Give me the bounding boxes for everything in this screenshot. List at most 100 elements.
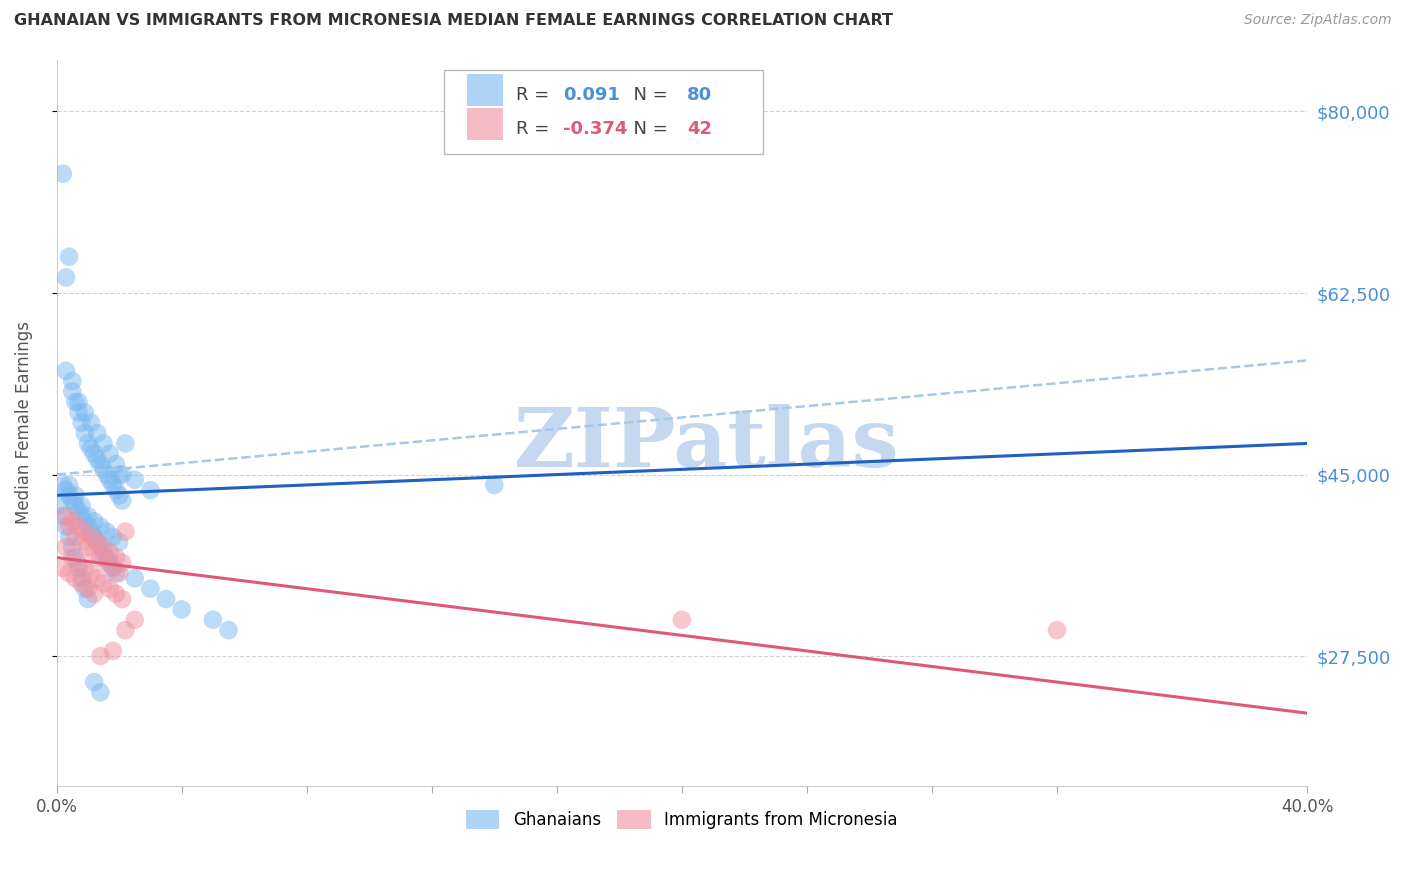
Point <box>80 530 103 544</box>
Point <box>101 530 124 544</box>
Point <box>83 545 105 559</box>
Point <box>114 623 136 637</box>
Point <box>48 499 70 513</box>
Point <box>55 364 77 378</box>
Point <box>65 488 87 502</box>
Point <box>83 675 105 690</box>
Point <box>139 582 162 596</box>
Point <box>60 374 83 388</box>
Point <box>67 519 90 533</box>
Point <box>76 519 98 533</box>
Point <box>105 587 128 601</box>
Point <box>170 602 193 616</box>
Point <box>52 509 75 524</box>
Point <box>55 483 77 497</box>
Point <box>108 566 131 581</box>
Point <box>80 566 103 581</box>
Point <box>86 426 108 441</box>
Point <box>67 556 90 570</box>
Point <box>105 457 128 471</box>
Point <box>114 436 136 450</box>
Point <box>80 442 103 456</box>
Point <box>76 540 98 554</box>
Point <box>93 540 115 554</box>
Point <box>83 514 105 528</box>
Point <box>111 493 134 508</box>
Point <box>76 436 98 450</box>
Point <box>60 493 83 508</box>
Text: 80: 80 <box>686 87 711 104</box>
Point <box>58 478 80 492</box>
Point <box>111 592 134 607</box>
Point <box>58 488 80 502</box>
Point <box>89 550 111 565</box>
Point <box>58 519 80 533</box>
Point <box>124 613 146 627</box>
Text: 42: 42 <box>686 120 711 138</box>
Point <box>89 649 111 664</box>
Text: R =: R = <box>516 87 554 104</box>
Point <box>80 524 103 539</box>
Point <box>93 436 115 450</box>
Point <box>114 524 136 539</box>
Point <box>86 535 108 549</box>
Point <box>65 530 87 544</box>
Point <box>55 519 77 533</box>
Y-axis label: Median Female Earnings: Median Female Earnings <box>15 321 32 524</box>
Point <box>73 514 96 528</box>
Point <box>111 556 134 570</box>
Point <box>98 545 121 559</box>
Point <box>93 462 115 476</box>
Point <box>155 592 177 607</box>
Point <box>101 561 124 575</box>
Point <box>73 524 96 539</box>
Point <box>73 582 96 596</box>
Point <box>60 384 83 399</box>
Point <box>70 499 93 513</box>
Text: GHANAIAN VS IMMIGRANTS FROM MICRONESIA MEDIAN FEMALE EARNINGS CORRELATION CHART: GHANAIAN VS IMMIGRANTS FROM MICRONESIA M… <box>14 13 893 29</box>
Point <box>98 447 121 461</box>
Text: N =: N = <box>621 120 673 138</box>
Point <box>65 499 87 513</box>
Point <box>105 566 128 581</box>
Point <box>76 592 98 607</box>
Point <box>52 478 75 492</box>
Point <box>73 405 96 419</box>
Text: -0.374: -0.374 <box>562 120 627 138</box>
Point <box>55 540 77 554</box>
Point <box>83 587 105 601</box>
Point <box>201 613 224 627</box>
Point <box>65 571 87 585</box>
Point <box>93 576 115 591</box>
Point <box>96 467 118 482</box>
Point <box>108 488 131 502</box>
Point <box>70 571 93 585</box>
Point <box>60 540 83 554</box>
Point <box>89 519 111 533</box>
Point <box>73 561 96 575</box>
Point <box>73 426 96 441</box>
Point <box>139 483 162 497</box>
Point <box>67 561 90 575</box>
Point <box>101 644 124 658</box>
Point <box>76 509 98 524</box>
Point <box>124 473 146 487</box>
Point <box>671 613 693 627</box>
Text: Source: ZipAtlas.com: Source: ZipAtlas.com <box>1244 13 1392 28</box>
Point <box>101 478 124 492</box>
Point <box>98 582 121 596</box>
Point <box>108 535 131 549</box>
FancyBboxPatch shape <box>467 108 503 140</box>
Point <box>86 452 108 467</box>
Text: N =: N = <box>621 87 673 104</box>
Point <box>67 405 90 419</box>
Point <box>89 685 111 699</box>
Point <box>484 478 506 492</box>
Point <box>80 416 103 430</box>
Point <box>58 530 80 544</box>
Point <box>218 623 240 637</box>
Point <box>70 416 93 430</box>
Point <box>60 514 83 528</box>
Point <box>55 270 77 285</box>
Text: 0.091: 0.091 <box>562 87 620 104</box>
